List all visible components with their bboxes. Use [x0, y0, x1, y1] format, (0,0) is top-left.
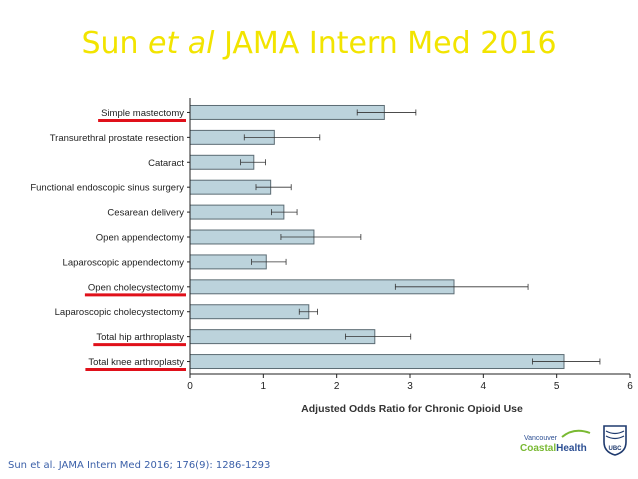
logo-health: Health [556, 443, 587, 454]
x-tick-label-2: 2 [334, 381, 340, 392]
x-tick-label-4: 4 [481, 381, 487, 392]
citation: Sun et al. JAMA Intern Med 2016; 176(9):… [8, 460, 271, 471]
category-label-4: Cesarean delivery [107, 208, 184, 219]
category-label-9: Total hip arthroplasty [96, 332, 184, 343]
category-label-7: Open cholecystectomy [88, 282, 184, 293]
vancouver-coastal-health-logo: Vancouver CoastalHealth [520, 427, 598, 457]
x-tick-label-6: 6 [627, 381, 633, 392]
x-axis-label: Adjusted Odds Ratio for Chronic Opioid U… [301, 403, 523, 415]
x-tick-label-5: 5 [554, 381, 560, 392]
category-label-6: Laparoscopic appendectomy [63, 257, 185, 268]
category-label-2: Cataract [148, 158, 184, 169]
category-label-1: Transurethral prostate resection [50, 133, 184, 144]
ubc-logo-text: UBC [609, 446, 623, 452]
title-italic: et al [148, 26, 215, 61]
title-suffix: JAMA Intern Med 2016 [214, 26, 557, 61]
bar-4 [189, 204, 285, 220]
logo-line1: Vancouver [524, 435, 557, 442]
category-label-0: Simple mastectomy [101, 108, 184, 119]
logo-coastal: Coastal [520, 443, 557, 454]
bar-8 [189, 304, 310, 320]
slide-title: Sun et al JAMA Intern Med 2016 [0, 26, 638, 61]
category-label-10: Total knee arthroplasty [88, 357, 184, 368]
x-tick-label-1: 1 [261, 381, 267, 392]
category-label-3: Functional endoscopic sinus surgery [30, 183, 184, 194]
bar-10 [189, 354, 565, 370]
ubc-logo: UBC [602, 424, 628, 456]
x-tick-label-0: 0 [187, 381, 193, 392]
category-label-5: Open appendectomy [96, 233, 184, 244]
bar-0 [189, 104, 385, 120]
category-label-8: Laparoscopic cholecystectomy [55, 307, 185, 318]
wave-icon [561, 429, 591, 438]
title-prefix: Sun [81, 26, 149, 61]
ubc-crest-icon: UBC [603, 425, 627, 456]
x-tick-label-3: 3 [407, 381, 413, 392]
logo-line2: CoastalHealth [520, 443, 587, 454]
